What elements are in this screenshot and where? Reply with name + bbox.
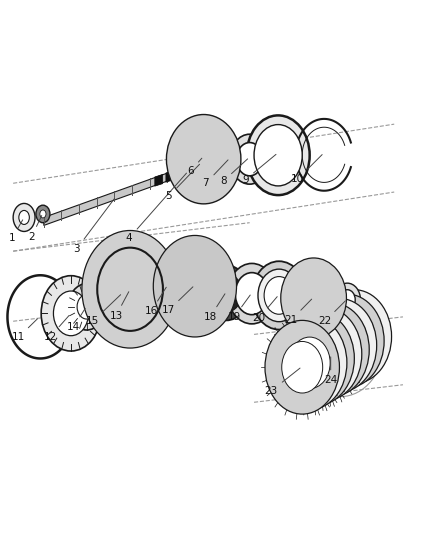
Ellipse shape [252,261,306,329]
Text: 15: 15 [86,295,120,326]
Ellipse shape [175,262,215,311]
Ellipse shape [170,256,220,317]
Ellipse shape [82,230,178,348]
Ellipse shape [118,274,142,304]
Text: 17: 17 [162,287,193,316]
Ellipse shape [280,312,354,405]
Ellipse shape [13,204,35,231]
Text: 1: 1 [9,220,23,243]
Text: 3: 3 [73,199,114,254]
Ellipse shape [302,298,377,392]
Ellipse shape [103,257,157,322]
Ellipse shape [68,284,105,330]
Ellipse shape [282,342,323,393]
Ellipse shape [205,265,248,320]
Ellipse shape [19,211,29,224]
Text: 4: 4 [126,173,187,243]
Ellipse shape [186,138,221,180]
Ellipse shape [98,251,162,328]
Text: 2: 2 [28,215,42,242]
Text: 13: 13 [110,292,129,320]
Ellipse shape [304,328,345,380]
Ellipse shape [180,268,210,305]
Ellipse shape [165,249,225,323]
Ellipse shape [77,295,96,319]
Text: 18: 18 [204,294,225,322]
Text: 24: 24 [324,357,337,385]
Text: 11: 11 [12,319,37,343]
Ellipse shape [228,263,276,324]
Ellipse shape [87,237,173,342]
Ellipse shape [153,236,237,337]
Ellipse shape [177,127,230,191]
Ellipse shape [317,290,392,383]
Ellipse shape [84,266,135,330]
Ellipse shape [147,260,189,312]
Ellipse shape [295,303,369,397]
Ellipse shape [247,115,310,195]
Ellipse shape [304,286,323,310]
Text: 14: 14 [67,308,85,332]
Ellipse shape [230,134,269,184]
Text: 22: 22 [318,301,346,326]
Ellipse shape [108,263,152,316]
Polygon shape [175,167,183,179]
Ellipse shape [155,270,180,301]
Text: 6: 6 [187,158,202,176]
Text: 10: 10 [291,155,322,184]
Ellipse shape [287,307,362,401]
Ellipse shape [326,315,367,367]
Ellipse shape [299,280,328,316]
Ellipse shape [289,337,330,389]
Ellipse shape [53,291,88,336]
Polygon shape [166,171,174,182]
Ellipse shape [211,273,242,312]
Ellipse shape [319,320,360,371]
Ellipse shape [182,133,226,185]
Text: 20: 20 [253,297,277,323]
Ellipse shape [41,276,101,351]
Ellipse shape [190,143,217,175]
Ellipse shape [36,205,50,223]
Ellipse shape [213,140,247,182]
Ellipse shape [219,147,240,174]
Ellipse shape [334,311,375,362]
Ellipse shape [194,148,213,171]
Text: 5: 5 [165,164,200,201]
Ellipse shape [272,316,347,410]
Ellipse shape [287,266,340,330]
Text: 7: 7 [202,160,228,188]
Text: 12: 12 [44,316,69,342]
Ellipse shape [254,125,302,186]
Ellipse shape [297,333,338,384]
Text: 8: 8 [220,159,247,186]
Text: 21: 21 [285,299,312,325]
Ellipse shape [258,269,300,322]
Text: 9: 9 [242,155,276,185]
Text: 16: 16 [145,287,166,316]
Ellipse shape [334,283,360,317]
Polygon shape [44,160,202,225]
Ellipse shape [93,244,167,335]
Text: 19: 19 [228,295,250,322]
Ellipse shape [265,320,339,414]
Ellipse shape [281,258,346,338]
Ellipse shape [113,269,147,310]
Ellipse shape [172,121,236,198]
Polygon shape [155,174,162,186]
Ellipse shape [159,243,231,330]
Ellipse shape [40,210,46,218]
Ellipse shape [311,324,353,375]
Ellipse shape [91,274,128,322]
Ellipse shape [339,290,355,310]
Ellipse shape [184,273,206,300]
Ellipse shape [166,115,241,204]
Ellipse shape [310,294,384,388]
Text: 23: 23 [264,368,300,397]
Ellipse shape [237,142,263,176]
Ellipse shape [293,273,334,322]
Ellipse shape [235,273,268,314]
Ellipse shape [264,277,294,314]
